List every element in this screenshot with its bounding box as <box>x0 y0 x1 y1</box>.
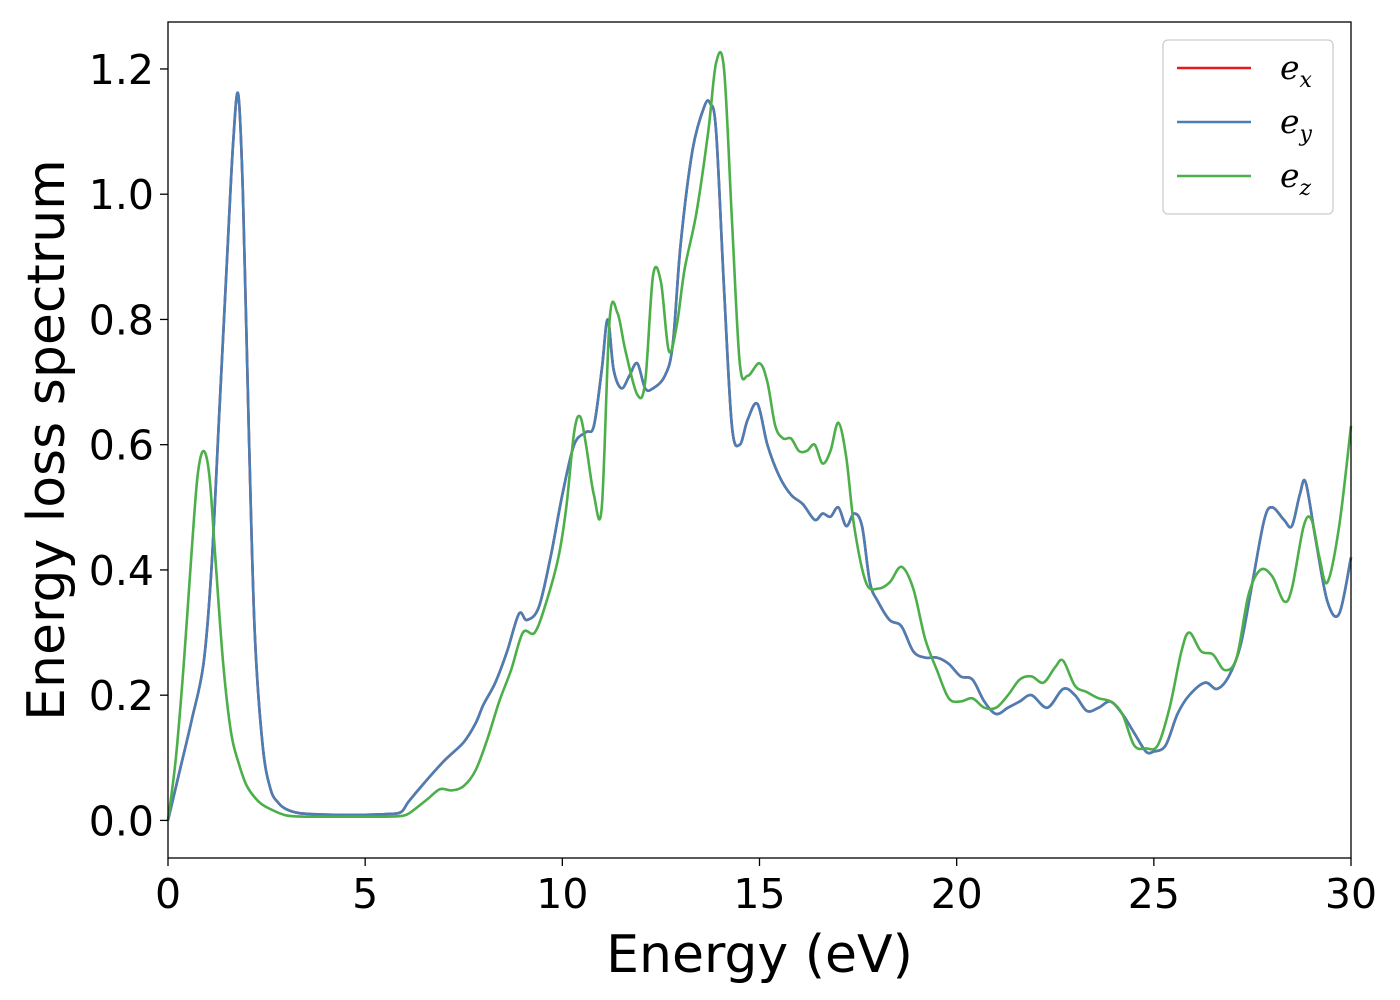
y-tick-label: 0.0 <box>89 797 154 845</box>
legend: ex ey ez <box>1162 39 1334 215</box>
x-tick-label: 20 <box>931 870 983 918</box>
series-layer <box>166 50 1353 821</box>
y-axis: 0.0 0.2 0.4 0.6 0.8 1.0 1.2 <box>89 46 168 845</box>
legend-label-y: ey <box>1280 102 1313 147</box>
y-tick-label: 0.8 <box>89 296 154 344</box>
legend-box <box>1162 39 1334 215</box>
x-tick-label: 10 <box>536 870 588 918</box>
y-tick-label: 0.2 <box>89 672 154 720</box>
x-tick-label: 30 <box>1325 870 1377 918</box>
y-axis-label: Energy loss spectrum <box>17 159 77 721</box>
x-tick-label: 0 <box>155 870 181 918</box>
x-tick-label: 5 <box>352 870 378 918</box>
y-tick-label: 0.6 <box>89 422 154 470</box>
legend-label-z: ez <box>1280 156 1312 201</box>
y-tick-label: 1.2 <box>89 46 154 94</box>
series-line-y <box>166 91 1353 821</box>
y-tick-label: 1.0 <box>89 171 154 219</box>
x-tick-label: 25 <box>1128 870 1180 918</box>
x-axis-label: Energy (eV) <box>606 925 913 985</box>
y-tick-label: 0.4 <box>89 547 154 595</box>
x-axis: 0 5 10 15 20 25 30 <box>155 858 1377 918</box>
legend-label-x: ex <box>1280 48 1313 93</box>
x-tick-label: 15 <box>733 870 785 918</box>
plot-background <box>168 22 1351 858</box>
series-line-z <box>166 50 1353 821</box>
